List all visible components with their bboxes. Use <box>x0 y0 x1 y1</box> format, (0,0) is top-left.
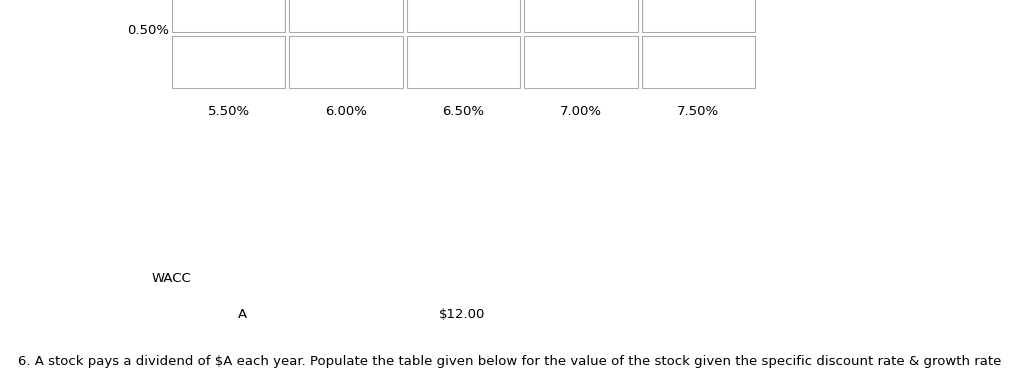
Bar <box>406 36 521 88</box>
Bar <box>642 0 755 33</box>
Text: 0.50%: 0.50% <box>127 24 169 37</box>
Text: 5.50%: 5.50% <box>207 105 250 118</box>
Bar <box>172 36 285 88</box>
Bar <box>289 0 402 33</box>
Bar <box>642 36 755 88</box>
Text: 7.50%: 7.50% <box>677 105 720 118</box>
Bar <box>289 36 402 88</box>
Bar <box>406 0 521 33</box>
Bar <box>524 36 638 88</box>
Text: 6.00%: 6.00% <box>326 105 367 118</box>
Text: A: A <box>238 308 247 321</box>
Text: 6.50%: 6.50% <box>443 105 484 118</box>
Text: 6. A stock pays a dividend of $A each year. Populate the table given below for t: 6. A stock pays a dividend of $A each ye… <box>18 355 1001 368</box>
Bar <box>524 0 638 33</box>
Text: WACC: WACC <box>152 272 192 285</box>
Bar <box>172 0 285 33</box>
Text: $12.00: $12.00 <box>439 308 485 321</box>
Text: 7.00%: 7.00% <box>560 105 602 118</box>
